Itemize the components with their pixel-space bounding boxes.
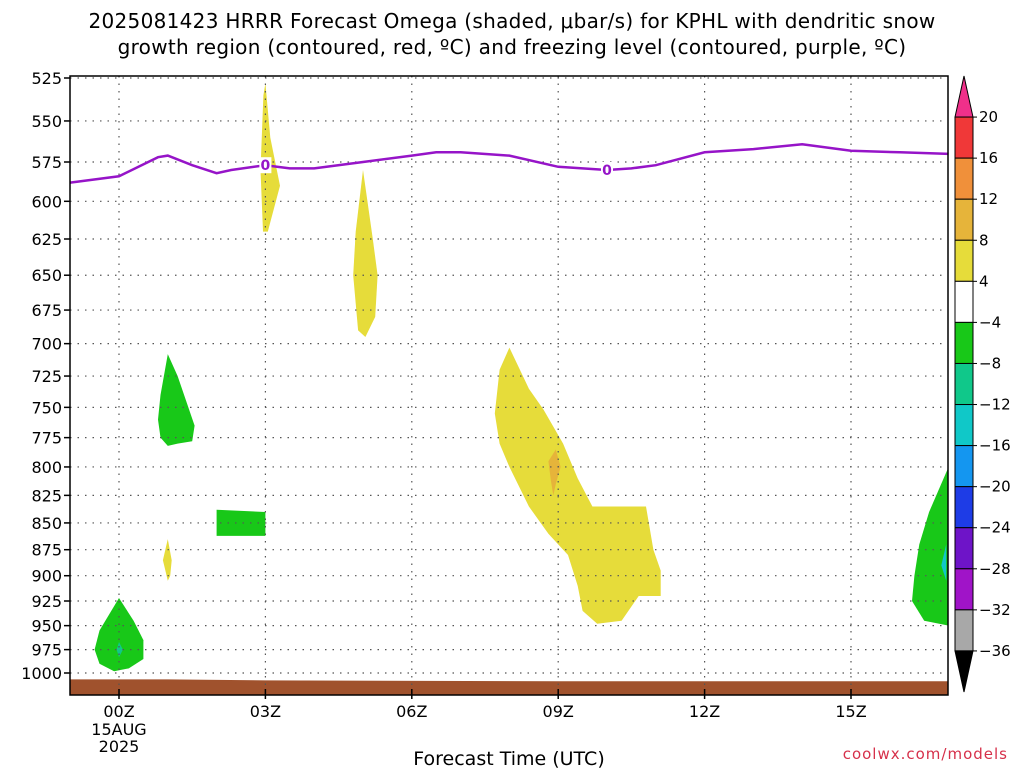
y-tick-label: 900 — [31, 567, 62, 586]
freezing-level-label: 0 — [602, 163, 612, 179]
chart-title-line-2: growth region (contoured, red, ºC) and f… — [117, 35, 907, 59]
y-tick-label: 675 — [31, 301, 62, 320]
y-tick-label: 1000 — [21, 664, 62, 683]
y-tick-label: 800 — [31, 458, 62, 477]
colorbar-label: 16 — [979, 149, 998, 167]
x-tick-label: 15Z — [835, 702, 866, 721]
colorbar-label: −24 — [979, 519, 1011, 537]
x-tick-label: 09Z — [543, 702, 574, 721]
x-tick-label: 06Z — [396, 702, 427, 721]
omega-region-6 — [216, 509, 266, 536]
x-tick-label: 12Z — [689, 702, 720, 721]
site-credit: coolwx.com/models — [842, 745, 1008, 763]
omega-region-9 — [912, 468, 948, 626]
y-tick-label: 950 — [31, 617, 62, 636]
colorbar-bin — [954, 486, 974, 529]
terrain-fill — [70, 679, 948, 695]
y-tick-label: 875 — [31, 541, 62, 560]
colorbar-bin — [954, 362, 974, 406]
chart-title-line-1: 2025081423 HRRR Forecast Omega (shaded, … — [88, 9, 936, 33]
y-tick-label: 625 — [31, 230, 62, 249]
colorbar-bin — [954, 280, 974, 323]
chart-title: 2025081423 HRRR Forecast Omega (shaded, … — [0, 8, 1024, 60]
colorbar-label: −8 — [979, 354, 1001, 372]
y-tick-label: 650 — [31, 266, 62, 285]
x-tick-label: 00Z — [103, 702, 134, 721]
colorbar-bin — [954, 116, 974, 159]
colorbar-label: −4 — [979, 313, 1001, 331]
colorbar-bin — [954, 609, 974, 652]
omega-region-4 — [548, 449, 561, 496]
colorbar-bin — [954, 404, 974, 447]
x-tick-sublabel: 15AUG — [91, 720, 146, 739]
colorbar-bin — [954, 527, 974, 570]
axes-layer: 525 550 575 600 625 650 675 700 725 750 775 800 825 8… — [21, 69, 949, 768]
colorbar-label: −32 — [979, 601, 1011, 619]
colorbar-label: 20 — [979, 108, 998, 126]
colorbar-label: −12 — [979, 396, 1011, 414]
y-tick-label: 925 — [31, 592, 62, 611]
y-tick-label: 975 — [31, 641, 62, 660]
omega-region-8 — [116, 642, 123, 658]
colorbar: 20 16 12 8 4 −4 −8 −12 −16 −20 −24 −28 −32 −36 — [954, 75, 1011, 693]
omega-region-10 — [941, 544, 947, 581]
colorbar-bin — [954, 321, 974, 364]
omega-region-1 — [353, 170, 378, 337]
y-tick-label: 825 — [31, 486, 62, 505]
freezing-level-line — [70, 142, 949, 184]
omega-region-2 — [162, 539, 172, 581]
x-tick-label: 03Z — [250, 702, 281, 721]
x-tick-sublabel: 2025 — [99, 737, 140, 756]
colorbar-bin — [954, 239, 974, 282]
omega-region-3 — [494, 347, 661, 624]
colorbar-bottom-triangle — [954, 650, 974, 693]
colorbar-label: 12 — [979, 190, 998, 208]
omega-region-7 — [94, 598, 144, 672]
y-tick-label: 850 — [31, 514, 62, 533]
colorbar-bin — [954, 198, 974, 241]
colorbar-label: 8 — [979, 231, 989, 249]
colorbar-label: 4 — [979, 272, 989, 290]
y-tick-label: 750 — [31, 398, 62, 417]
y-tick-label: 775 — [31, 429, 62, 448]
y-tick-label: 550 — [31, 112, 62, 131]
omega-regions — [94, 83, 948, 672]
plot-frame — [69, 75, 949, 696]
colorbar-bin — [954, 445, 974, 488]
omega-region-5 — [158, 354, 195, 446]
colorbar-bin — [954, 157, 974, 200]
colorbar-label: −36 — [979, 642, 1011, 660]
colorbar-bin — [954, 568, 974, 611]
colorbar-label: −28 — [979, 560, 1011, 578]
terrain-layer — [70, 679, 948, 695]
y-tick-label: 575 — [31, 153, 62, 172]
colorbar-label: −20 — [979, 478, 1011, 496]
freezing-label-bg — [259, 157, 272, 174]
x-axis-label: Forecast Time (UTC) — [413, 748, 604, 768]
colorbar-top-triangle — [954, 75, 974, 118]
freezing-label-bg — [601, 161, 613, 178]
y-tick-label: 600 — [31, 192, 62, 211]
y-tick-label: 700 — [31, 335, 62, 354]
colorbar-label: −16 — [979, 437, 1011, 455]
freezing-level-label: 0 — [261, 158, 271, 174]
y-tick-label: 525 — [31, 69, 62, 88]
y-tick-label: 725 — [31, 367, 62, 386]
